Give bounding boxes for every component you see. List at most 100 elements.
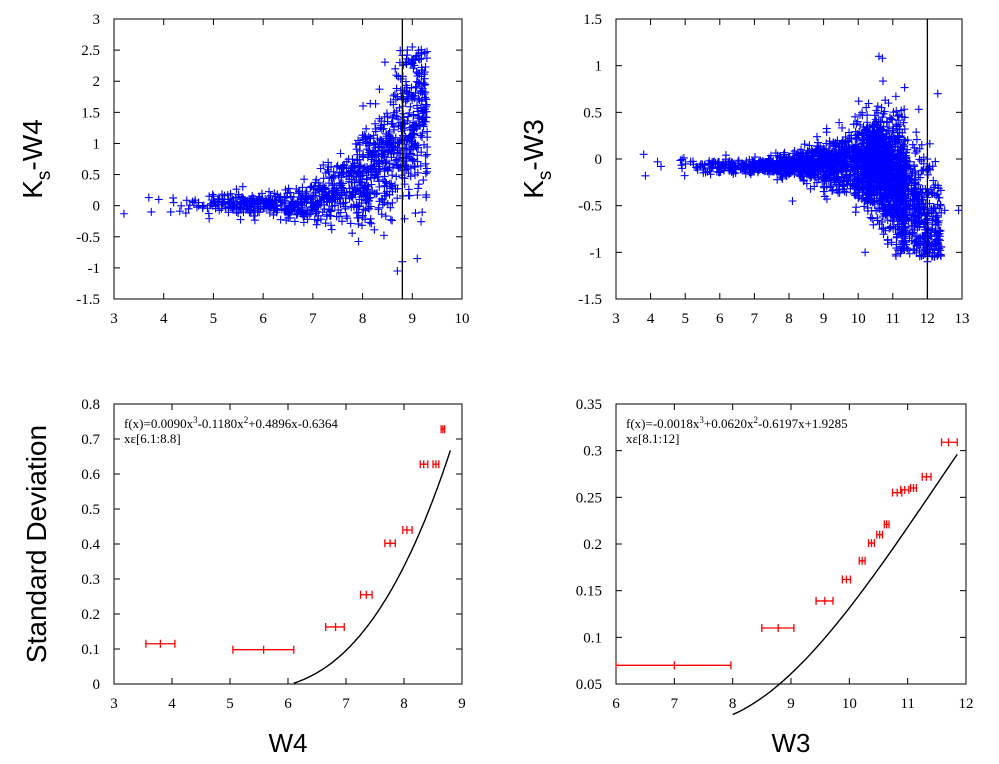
scatter-point (392, 84, 401, 93)
scatter-point (915, 155, 924, 164)
scatter-point (876, 180, 885, 189)
scatter-point (417, 54, 426, 63)
scatter-point (751, 153, 760, 162)
scatter-point (895, 181, 904, 190)
scatter-point (413, 191, 422, 200)
scatter-point (875, 220, 884, 229)
scatter-point (908, 169, 917, 178)
scatter-point (385, 127, 394, 136)
scatter-point (912, 135, 921, 144)
scatter-point (371, 119, 380, 128)
scatter-point (916, 185, 925, 194)
scatter-point (872, 135, 881, 144)
scatter-point (740, 162, 749, 171)
scatter-point (420, 117, 429, 126)
y-tick-label: -1.5 (76, 292, 100, 308)
scatter-point (846, 153, 855, 162)
y-tick-label: 0 (93, 677, 101, 693)
error-bar (432, 460, 440, 469)
error-bar (325, 622, 345, 631)
scatter-point (408, 122, 417, 131)
scatter-point (412, 68, 421, 77)
scatter-point (388, 171, 397, 180)
scatter-point (919, 203, 928, 212)
scatter-point (884, 179, 893, 188)
x-tick-label: 12 (959, 696, 974, 712)
scatter-point (898, 112, 907, 121)
x-tick-label: 10 (842, 696, 857, 712)
scatter-point (363, 194, 372, 203)
scatter-point (866, 213, 875, 222)
scatter-point (194, 198, 203, 207)
scatter-point (913, 223, 922, 232)
y-axis-label: Standard Deviation (21, 425, 52, 663)
scatter-point (807, 172, 816, 181)
y-tick-label: 2 (93, 74, 101, 90)
scatter-point (377, 210, 386, 219)
scatter-point (911, 149, 920, 158)
scatter-point (805, 141, 814, 150)
scatter-point (391, 64, 400, 73)
scatter-point (908, 140, 917, 149)
scatter-point (895, 133, 904, 142)
scatter-point (887, 190, 896, 199)
scatter-point (850, 175, 859, 184)
scatter-point (214, 195, 223, 204)
plot-frame (615, 403, 967, 685)
scatter-point (891, 137, 900, 146)
scatter-point (931, 209, 940, 218)
scatter-point (857, 152, 866, 161)
scatter-point (389, 100, 398, 109)
x-tick-label: 9 (458, 696, 466, 712)
scatter-point (929, 183, 938, 192)
scatter-point (305, 210, 314, 219)
scatter-point (933, 220, 942, 229)
scatter-point (839, 176, 848, 185)
scatter-point (771, 166, 780, 175)
scatter-point (392, 172, 401, 181)
y-tick-label: 0.15 (576, 584, 602, 600)
scatter-point (887, 238, 896, 247)
scatter-point (213, 200, 222, 209)
scatter-point (406, 149, 415, 158)
scatter-point (886, 222, 895, 231)
scatter-point (856, 120, 865, 129)
scatter-point (360, 188, 369, 197)
scatter-point (405, 108, 414, 117)
scatter-point (177, 201, 186, 210)
x-tick-label: 6 (716, 311, 724, 327)
scatter-point (413, 157, 422, 166)
scatter-point (262, 204, 271, 213)
scatter-point (918, 188, 927, 197)
scatter-point (175, 207, 184, 216)
scatter-point (868, 214, 877, 223)
scatter-point (412, 82, 421, 91)
scatter-point (359, 153, 368, 162)
scatter-point (886, 148, 895, 157)
scatter-point (362, 124, 371, 133)
x-axis-label: W4 (269, 728, 308, 758)
scatter-point (373, 172, 382, 181)
scatter-point (321, 169, 330, 178)
scatter-point (892, 120, 901, 129)
scatter-point (399, 89, 408, 98)
scatter-point (892, 202, 901, 211)
scatter-point (225, 200, 234, 209)
x-tick-label: 9 (787, 696, 795, 712)
y-tick-label: -0.5 (578, 199, 602, 215)
scatter-point (380, 112, 389, 121)
x-tick-label: 9 (820, 311, 828, 327)
scatter-point (935, 193, 944, 202)
scatter-point (892, 166, 901, 175)
scatter-point (835, 142, 844, 151)
scatter-point (256, 205, 265, 214)
scatter-point (363, 162, 372, 171)
scatter-point (328, 173, 337, 182)
scatter-point (374, 177, 383, 186)
scatter-point (321, 219, 330, 228)
scatter-point (393, 267, 402, 275)
scatter-point (341, 193, 350, 202)
scatter-point (355, 195, 364, 204)
scatter-point (861, 248, 870, 257)
x-tick-label: 9 (409, 311, 417, 327)
